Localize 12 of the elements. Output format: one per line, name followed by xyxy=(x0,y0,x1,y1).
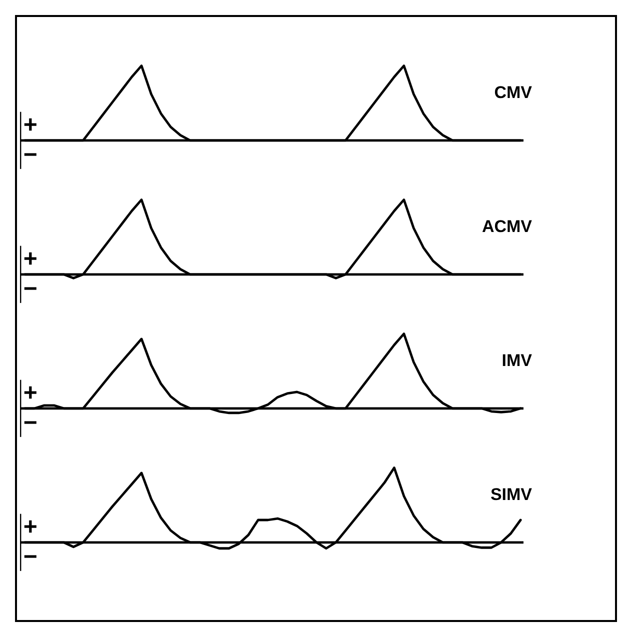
annotation: + xyxy=(23,513,38,540)
text: IMV xyxy=(502,351,533,370)
text: CMV xyxy=(494,83,533,102)
annotation: + xyxy=(23,379,38,406)
text: − xyxy=(23,141,38,168)
annotation: + xyxy=(23,245,38,272)
text: ACMV xyxy=(482,217,533,236)
annotation: − xyxy=(23,275,38,302)
annotation: + xyxy=(23,111,38,138)
annotation: − xyxy=(23,409,38,436)
text: SIMV xyxy=(490,485,533,504)
annotation: − xyxy=(23,543,38,570)
